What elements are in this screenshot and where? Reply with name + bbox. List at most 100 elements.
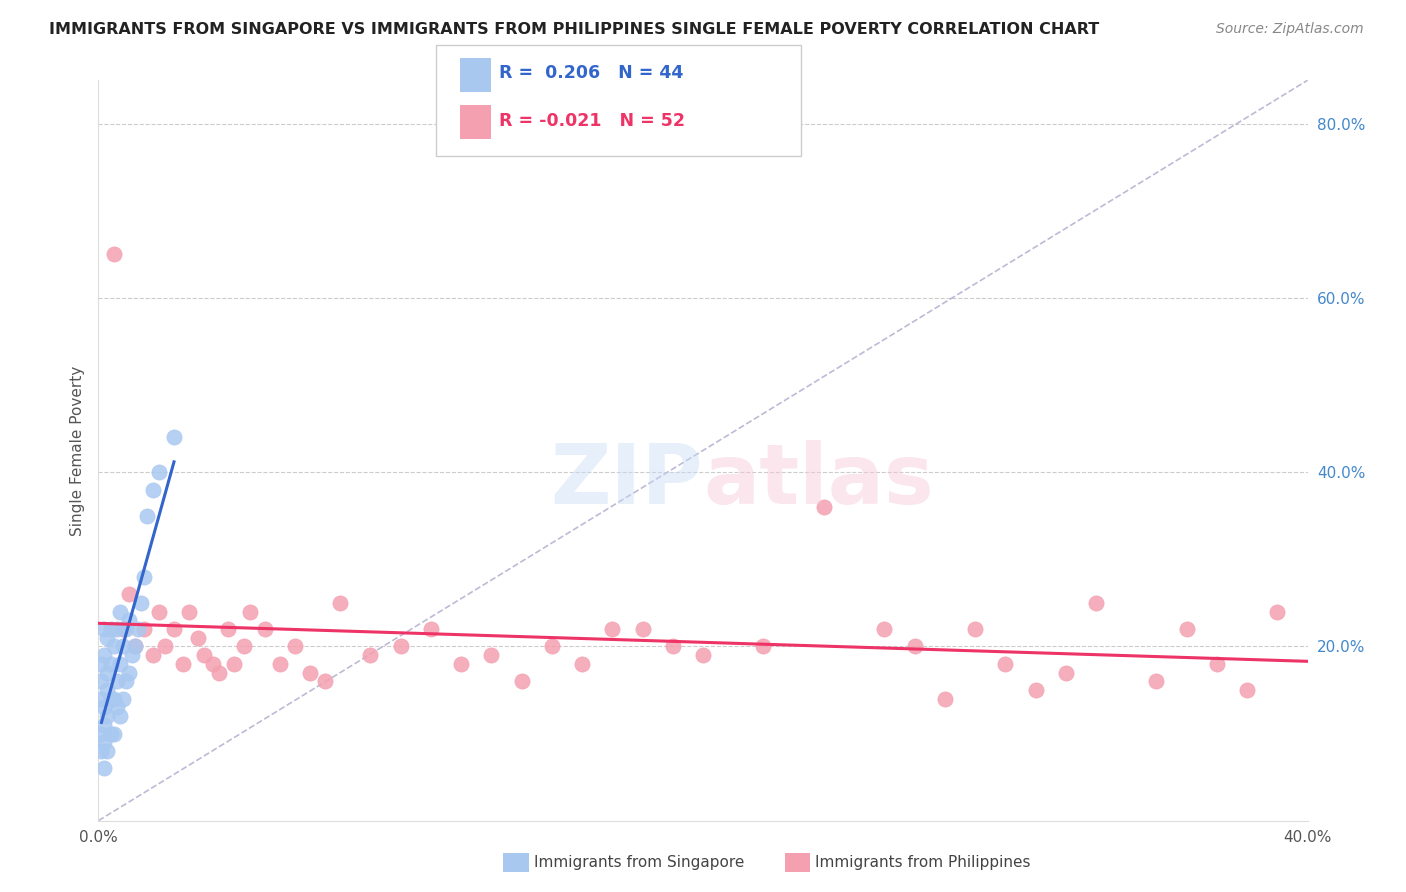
Point <box>96 709 118 723</box>
Point <box>389 640 412 654</box>
Point <box>153 640 176 654</box>
Point <box>93 700 115 714</box>
Point <box>994 657 1017 671</box>
Point <box>105 622 128 636</box>
Point <box>314 674 336 689</box>
Point <box>1267 605 1289 619</box>
Point <box>1024 683 1046 698</box>
Point <box>108 605 131 619</box>
Point <box>93 648 115 662</box>
Point <box>284 640 307 654</box>
Y-axis label: Single Female Poverty: Single Female Poverty <box>69 366 84 535</box>
Point <box>135 508 157 523</box>
Point <box>172 657 194 671</box>
Point <box>1054 665 1077 680</box>
Point <box>105 674 128 689</box>
Point <box>148 465 170 479</box>
Point <box>96 631 118 645</box>
Point <box>481 648 503 662</box>
Point <box>108 657 131 671</box>
Point <box>111 640 134 654</box>
Point <box>1144 674 1167 689</box>
Point <box>124 640 146 654</box>
Text: Immigrants from Singapore: Immigrants from Singapore <box>534 855 745 870</box>
Point <box>103 640 125 654</box>
Point <box>813 500 835 514</box>
Point <box>360 648 382 662</box>
Point <box>118 665 141 680</box>
Point <box>202 657 225 671</box>
Text: R = -0.021   N = 52: R = -0.021 N = 52 <box>499 112 685 130</box>
Point <box>450 657 472 671</box>
Point <box>602 622 624 636</box>
Point <box>90 691 112 706</box>
Point <box>114 674 136 689</box>
Point <box>118 613 141 627</box>
Point <box>105 700 128 714</box>
Point <box>163 430 186 444</box>
Point <box>208 665 231 680</box>
Point <box>129 596 152 610</box>
Point <box>103 726 125 740</box>
Point <box>132 570 155 584</box>
Point <box>148 605 170 619</box>
Text: ZIP: ZIP <box>551 440 703 521</box>
Point <box>217 622 239 636</box>
Point <box>179 605 201 619</box>
Point <box>96 744 118 758</box>
Point <box>631 622 654 636</box>
Point <box>661 640 683 654</box>
Point <box>934 691 956 706</box>
Point <box>100 691 122 706</box>
Point <box>965 622 987 636</box>
Point <box>232 640 254 654</box>
Point <box>873 622 896 636</box>
Point <box>124 640 146 654</box>
Point <box>96 665 118 680</box>
Point <box>253 622 276 636</box>
Point <box>1206 657 1229 671</box>
Point <box>121 648 143 662</box>
Point <box>269 657 291 671</box>
Point <box>111 622 134 636</box>
Point <box>752 640 775 654</box>
Point <box>90 726 112 740</box>
Point <box>540 640 562 654</box>
Point <box>90 674 112 689</box>
Point <box>510 674 533 689</box>
Point <box>127 622 149 636</box>
Text: IMMIGRANTS FROM SINGAPORE VS IMMIGRANTS FROM PHILIPPINES SINGLE FEMALE POVERTY C: IMMIGRANTS FROM SINGAPORE VS IMMIGRANTS … <box>49 22 1099 37</box>
Point <box>103 691 125 706</box>
Point <box>93 735 115 749</box>
Point <box>1085 596 1108 610</box>
Point <box>108 709 131 723</box>
Point <box>111 691 134 706</box>
Point <box>420 622 443 636</box>
Text: R =  0.206   N = 44: R = 0.206 N = 44 <box>499 63 683 82</box>
Point <box>239 605 262 619</box>
Text: Immigrants from Philippines: Immigrants from Philippines <box>815 855 1031 870</box>
Point <box>118 587 141 601</box>
Point <box>96 683 118 698</box>
Point <box>1236 683 1258 698</box>
Point <box>329 596 352 610</box>
Point <box>90 744 112 758</box>
Point <box>132 622 155 636</box>
Point <box>224 657 246 671</box>
Point <box>100 657 122 671</box>
Point <box>142 648 165 662</box>
Text: Source: ZipAtlas.com: Source: ZipAtlas.com <box>1216 22 1364 37</box>
Point <box>93 718 115 732</box>
Point <box>1175 622 1198 636</box>
Point <box>100 726 122 740</box>
Point <box>193 648 215 662</box>
Point <box>163 622 186 636</box>
Point <box>904 640 927 654</box>
Point <box>103 247 125 261</box>
Point <box>571 657 593 671</box>
Point <box>100 622 122 636</box>
Point <box>90 657 112 671</box>
Point <box>114 622 136 636</box>
Point <box>142 483 165 497</box>
Point <box>93 761 115 775</box>
